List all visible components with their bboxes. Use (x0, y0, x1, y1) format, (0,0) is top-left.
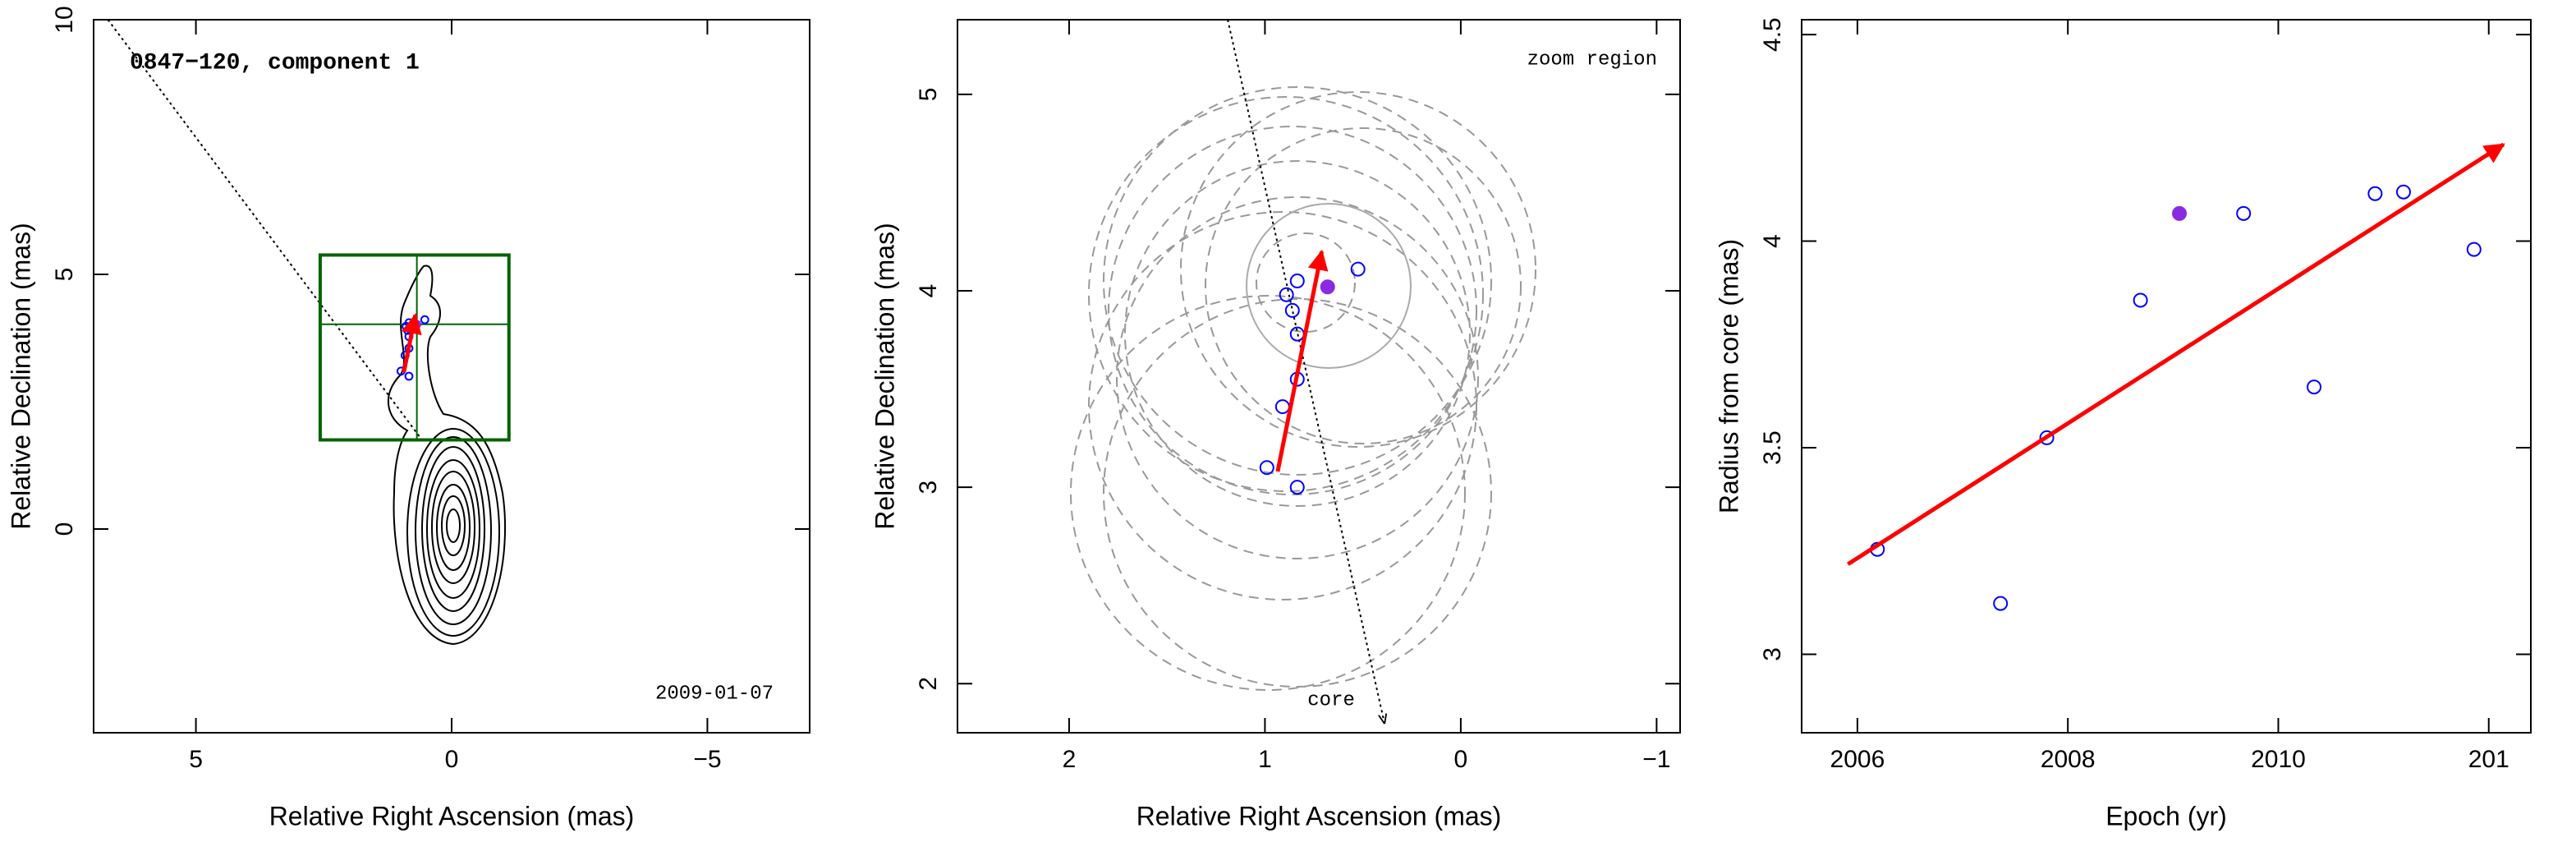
core-label: core (1307, 689, 1355, 711)
y-tick-label: 4 (915, 284, 942, 298)
plot-area (1227, 20, 1384, 723)
x-tick-label: 1 (1258, 746, 1272, 773)
contours (387, 265, 507, 646)
data-point (2039, 430, 2055, 445)
data-point (2236, 205, 2252, 221)
x-tick-label: 2006 (1830, 746, 1885, 773)
data-point (1274, 399, 1290, 415)
x-axis-label: Relative Right Ascension (mas) (269, 801, 635, 830)
y-tick-label: 4 (1759, 234, 1786, 248)
core-direction (1227, 20, 1384, 723)
x-tick-label: 2010 (2251, 746, 2306, 773)
x-tick-label: 5 (189, 746, 203, 773)
fit-arrow (1847, 142, 2505, 566)
y-tick-label: 3 (915, 481, 942, 495)
x-axis-label: Relative Right Ascension (mas) (1136, 801, 1502, 830)
data-point (404, 371, 414, 381)
data-point (1284, 302, 1300, 318)
data-point (2367, 186, 2383, 201)
data-point (420, 315, 429, 324)
zoom-label: zoom region (1527, 48, 1657, 71)
data-point (2395, 184, 2411, 200)
data-point (1289, 274, 1305, 289)
x-tick-label: −5 (693, 746, 721, 773)
y-tick-label: 2 (915, 677, 942, 691)
x-tick-label: 201 (2468, 746, 2509, 773)
y-tick-label: 3.5 (1759, 430, 1786, 465)
x-tick-label: 2 (1063, 746, 1077, 773)
fit-arrow (1275, 249, 1329, 472)
y-tick-label: 5 (915, 88, 942, 102)
zoom-box (318, 253, 511, 442)
y-tick-label: 0 (51, 522, 78, 536)
y-tick-label: 5 (51, 268, 78, 282)
data-point (2307, 380, 2322, 395)
y-axis-label: Relative Declination (mas) (870, 223, 899, 529)
data-point (2466, 242, 2482, 257)
panel-title: 0847−120, component 1 (130, 50, 420, 76)
y-tick-label: 3 (1759, 647, 1786, 661)
x-tick-label: −1 (1642, 746, 1670, 773)
x-tick-label: 0 (445, 746, 459, 773)
data-point (2133, 292, 2148, 308)
x-axis-label: Epoch (yr) (2105, 801, 2227, 830)
x-tick-label: 0 (1454, 746, 1468, 773)
data-point (1320, 279, 1335, 295)
data-point (2172, 205, 2188, 221)
data-point (1279, 287, 1294, 302)
y-tick-label: 4.5 (1759, 17, 1786, 52)
plot-frame (93, 19, 810, 734)
y-axis-label: Radius from core (mas) (1714, 239, 1743, 513)
core-direction (107, 20, 423, 441)
plot-frame (957, 19, 1681, 734)
plot-area (107, 20, 511, 442)
plot-frame (1801, 19, 2532, 734)
error-circles (1070, 86, 1536, 691)
plot-area (1847, 142, 2505, 611)
x-tick-label: 2008 (2041, 746, 2096, 773)
data-point (1350, 261, 1366, 277)
y-axis-label: Relative Declination (mas) (6, 223, 35, 529)
data-point (1259, 460, 1274, 476)
data-point (1289, 480, 1305, 495)
fit-arrow (402, 313, 422, 373)
data-point (1993, 596, 2009, 611)
epoch-label: 2009-01-07 (655, 683, 774, 705)
y-tick-label: 10 (51, 6, 78, 33)
